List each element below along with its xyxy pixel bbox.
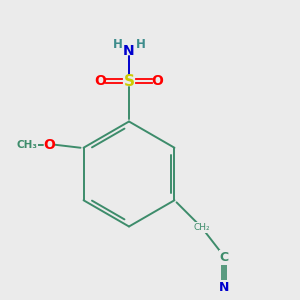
Text: CH₃: CH₃: [16, 140, 37, 150]
Text: N: N: [219, 281, 229, 294]
Text: O: O: [94, 74, 106, 88]
Text: C: C: [219, 251, 229, 264]
Text: H: H: [136, 38, 145, 51]
Text: O: O: [43, 138, 55, 152]
Text: H: H: [113, 38, 122, 51]
Text: O: O: [152, 74, 164, 88]
Text: S: S: [124, 74, 134, 88]
Text: CH₂: CH₂: [193, 223, 210, 232]
Text: N: N: [123, 44, 135, 58]
